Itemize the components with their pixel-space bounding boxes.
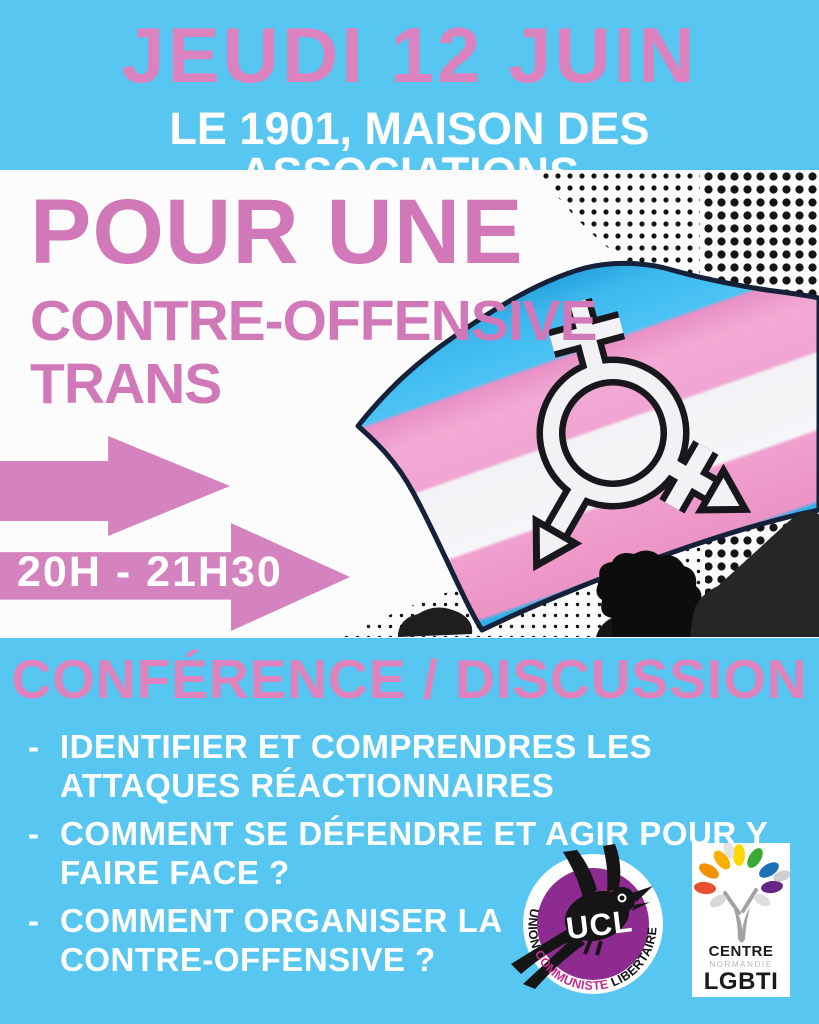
trans-flag-icon [355,260,819,633]
ucl-acronym: UCL [564,903,634,946]
bullet-marker: - [28,902,40,939]
ucl-logo: UCL UNION COMMUNISTE LIBERTAIRE [511,844,663,994]
bullet-text: IDENTIFIER ET COMPRENDRES LES ATTAQUES R… [60,727,652,805]
bullet-text: COMMENT SE DÉFENDRE ET AGIR POUR Y FAIRE… [60,814,768,892]
bullet-line: COMMENT ORGANISER LA [60,902,503,939]
program-bullets: - IDENTIFIER ET COMPRENDRES LES ATTAQUES… [28,727,819,979]
bullet-marker: - [28,815,40,852]
transgender-symbol-icon [532,297,752,572]
headline-line3: TRANS [30,351,222,416]
headline-line2: CONTRE-OFFENSIVE [30,288,598,353]
bullet-line: COMMENT SE DÉFENDRE ET AGIR POUR Y [60,815,769,852]
program-section: CONFÉRENCE / DISCUSSION - IDENTIFIER ET … [0,638,819,1024]
event-date: JEUDI 12 JUIN [121,11,698,99]
header: JEUDI 12 JUIN LE 1901, MAISON DES ASSOCI… [0,0,819,196]
lgbti-logo-line1: CENTRE [709,943,774,960]
photo-section: POUR UNE CONTRE-OFFENSIVE TRANS 20H - 21… [0,170,819,638]
poster-artwork [340,170,819,637]
bullet-line: IDENTIFIER ET COMPRENDRES LES [60,728,653,765]
event-time: 20H - 21H30 [17,548,283,596]
lgbti-logo-line3: LGBTI [704,968,779,995]
rainbow-tree-icon [694,843,790,943]
centre-lgbti-logo: CENTRE NORMANDIE LGBTI [692,843,790,997]
bullet-line: FAIRE FACE ? [60,854,290,891]
swallow-bird-icon [511,844,653,989]
list-item: - COMMENT SE DÉFENDRE ET AGIR POUR Y FAI… [28,814,819,892]
program-title: CONFÉRENCE / DISCUSSION [11,648,808,710]
headline-line1: POUR UNE [30,181,524,283]
person-silhouette-icon [398,511,819,637]
bullet-line: ATTAQUES RÉACTIONNAIRES [60,767,555,804]
list-item: - COMMENT ORGANISER LA CONTRE-OFFENSIVE … [28,901,819,979]
bullet-text: COMMENT ORGANISER LA CONTRE-OFFENSIVE ? [60,901,503,979]
ucl-ring-text: UNION [525,907,544,954]
lgbti-logo-line2: NORMANDIE [709,960,772,969]
list-item: - IDENTIFIER ET COMPRENDRES LES ATTAQUES… [28,727,819,805]
bullet-marker: - [28,728,40,765]
headline: POUR UNE CONTRE-OFFENSIVE TRANS [30,181,598,416]
bullet-line: CONTRE-OFFENSIVE ? [60,941,436,978]
